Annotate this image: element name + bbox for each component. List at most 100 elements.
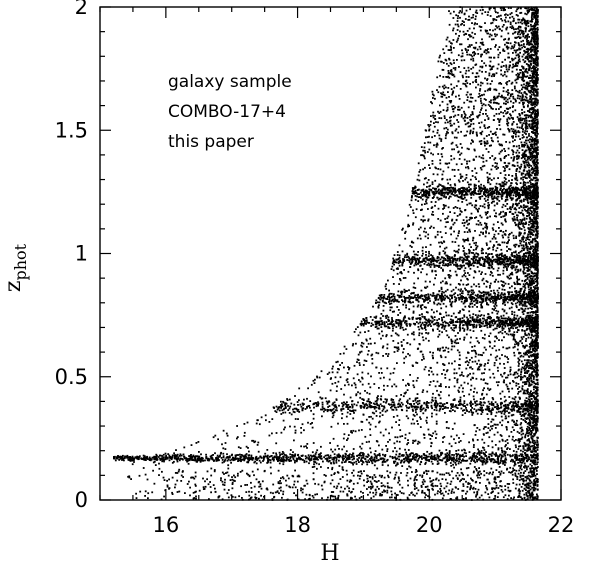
data-point	[432, 380, 435, 382]
data-point	[517, 18, 520, 21]
data-point	[464, 193, 467, 196]
data-point	[477, 314, 480, 317]
data-point	[463, 158, 466, 161]
data-point	[490, 425, 492, 428]
data-point	[421, 268, 424, 270]
data-point	[471, 31, 474, 34]
data-point	[502, 215, 505, 218]
data-point	[484, 71, 487, 73]
data-point	[381, 414, 384, 416]
data-point	[449, 211, 451, 213]
data-point	[425, 231, 427, 234]
data-point	[514, 218, 516, 221]
data-point	[479, 88, 482, 90]
data-point	[529, 392, 531, 394]
data-point	[515, 74, 518, 76]
data-point	[468, 27, 471, 30]
data-point	[465, 33, 468, 35]
data-point	[392, 372, 395, 374]
data-point	[425, 198, 428, 201]
data-point	[511, 310, 513, 313]
data-point	[496, 136, 499, 139]
data-point	[277, 482, 280, 484]
data-point	[330, 491, 333, 493]
data-point	[506, 14, 509, 16]
data-point	[513, 314, 516, 316]
data-point	[350, 431, 352, 433]
data-point	[525, 121, 528, 124]
data-point	[488, 173, 491, 176]
data-point	[475, 352, 478, 355]
data-point	[443, 94, 446, 97]
data-point	[450, 464, 453, 467]
data-point	[334, 448, 337, 451]
data-point	[470, 356, 473, 359]
data-point	[449, 410, 452, 413]
data-point	[531, 34, 534, 37]
data-point	[489, 15, 492, 17]
data-point	[526, 40, 528, 43]
data-point	[360, 344, 363, 347]
data-point	[503, 102, 505, 105]
data-point	[464, 80, 467, 83]
data-point	[468, 44, 471, 46]
data-point	[489, 48, 492, 50]
data-point	[225, 432, 228, 435]
data-point	[530, 157, 533, 160]
data-point	[429, 167, 431, 169]
data-point	[238, 495, 240, 498]
data-point	[469, 329, 472, 332]
data-point	[465, 216, 468, 219]
data-point	[525, 153, 527, 156]
data-point	[381, 448, 384, 451]
data-point	[504, 167, 506, 170]
data-point	[385, 445, 387, 447]
data-point	[449, 72, 452, 75]
data-point	[488, 340, 491, 343]
data-point	[135, 492, 137, 495]
data-point	[289, 449, 292, 451]
data-point	[515, 202, 517, 205]
data-point	[408, 494, 411, 496]
data-point	[434, 201, 437, 203]
data-point	[498, 253, 501, 256]
data-point	[394, 332, 397, 335]
data-point	[505, 46, 508, 48]
data-point	[471, 204, 474, 207]
data-point	[497, 463, 500, 465]
data-point	[434, 179, 437, 182]
data-point	[487, 362, 489, 364]
data-point	[398, 283, 400, 285]
data-point	[517, 54, 520, 56]
data-point	[523, 389, 526, 392]
data-point	[170, 458, 173, 461]
data-point	[503, 148, 506, 150]
data-point	[506, 385, 509, 388]
data-point	[524, 449, 526, 452]
data-point	[443, 328, 446, 330]
data-point	[515, 89, 517, 92]
data-point	[478, 285, 481, 288]
data-point	[453, 75, 456, 78]
data-point	[487, 248, 490, 250]
data-point	[436, 230, 439, 233]
data-point	[514, 340, 517, 343]
data-point	[462, 250, 465, 252]
data-point	[231, 476, 233, 478]
data-point	[432, 432, 435, 435]
data-point	[412, 493, 415, 496]
data-point	[365, 339, 368, 342]
data-point	[253, 441, 256, 444]
data-point	[511, 81, 514, 84]
data-point	[526, 249, 529, 252]
data-point	[359, 392, 362, 395]
data-point	[457, 232, 460, 234]
data-point	[417, 423, 419, 425]
data-point	[433, 135, 436, 137]
data-point	[419, 169, 422, 171]
data-point	[479, 326, 481, 328]
data-point	[487, 177, 490, 180]
data-point	[393, 263, 395, 266]
data-point	[521, 134, 524, 136]
data-point	[256, 468, 259, 471]
